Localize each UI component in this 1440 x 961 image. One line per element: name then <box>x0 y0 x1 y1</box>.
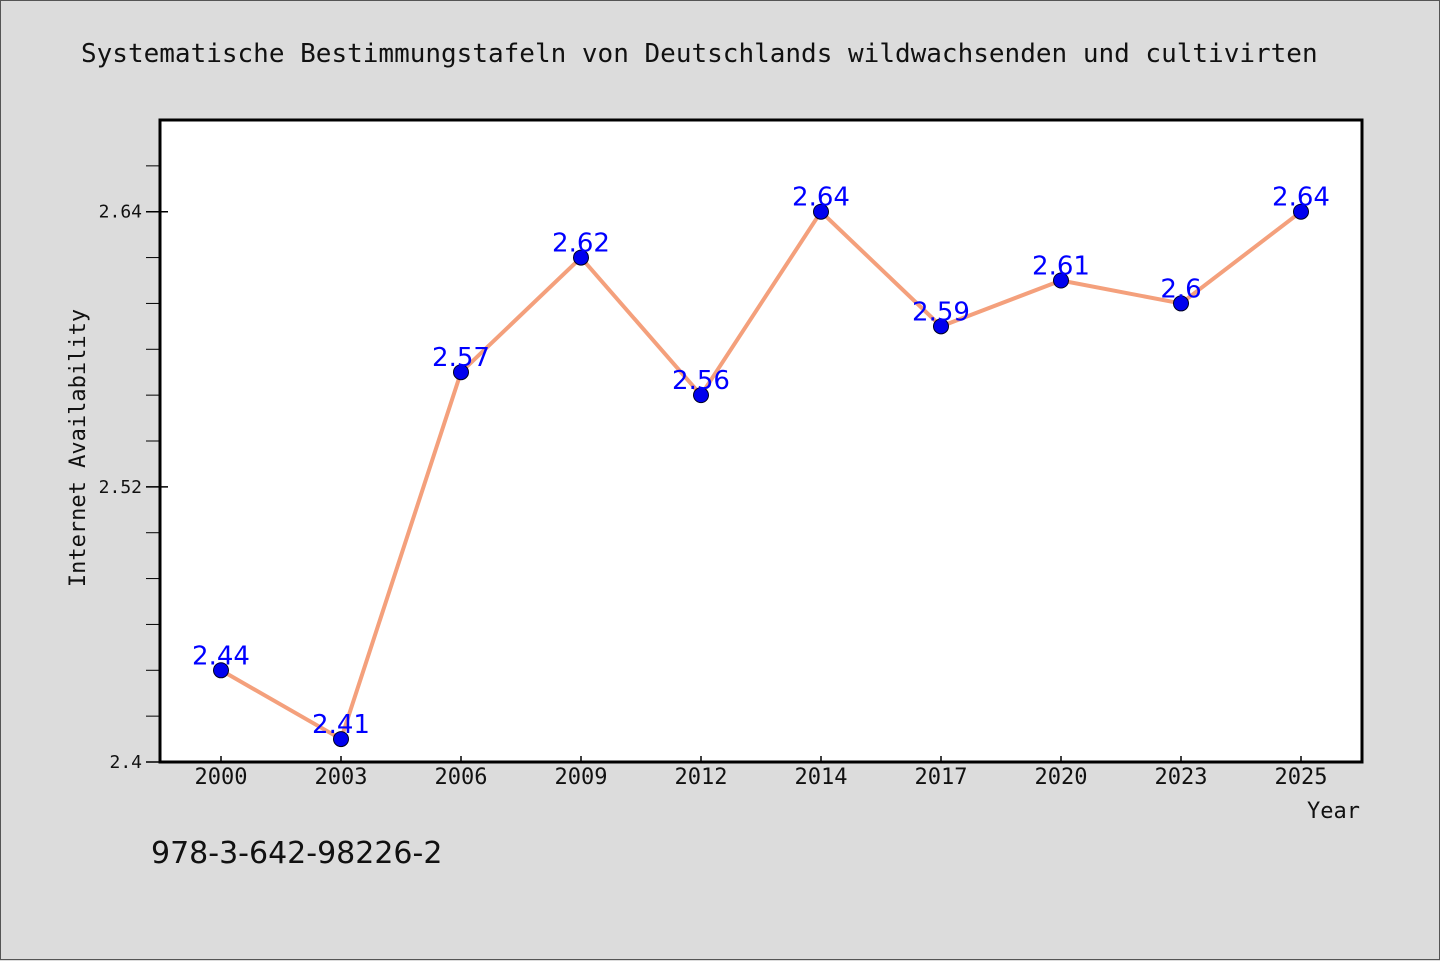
data-point <box>333 731 349 748</box>
y-axis-title: Internet Availability <box>66 309 91 587</box>
x-tick-label: 2012 <box>675 765 728 790</box>
data-point <box>813 203 829 220</box>
y-axis: 2.4 2.52 2.64 <box>99 165 168 773</box>
y-tick-label: 2.52 <box>99 477 142 498</box>
data-label: 2.64 <box>792 183 850 213</box>
data-label: 2.62 <box>552 229 610 259</box>
x-tick-label: 2000 <box>195 765 248 790</box>
data-point <box>1053 272 1069 289</box>
data-point <box>933 318 949 335</box>
data-label: 2.44 <box>192 641 250 671</box>
x-tick-label: 2017 <box>915 765 968 790</box>
y-tick-label: 2.64 <box>99 202 142 223</box>
series-line <box>219 209 1303 742</box>
x-tick-label: 2009 <box>555 765 608 790</box>
x-tick-label: 2003 <box>315 765 368 790</box>
x-tick-label: 2025 <box>1275 765 1328 790</box>
data-point <box>213 662 229 679</box>
x-tick-label: 2006 <box>435 765 488 790</box>
x-axis-title: Year <box>1307 799 1360 824</box>
series-group: 2.44 2.41 2.57 2.62 2.56 2.64 2.59 2.61 2.6 2.64 <box>192 183 1330 748</box>
data-label: 2.57 <box>432 343 490 373</box>
data-point <box>453 364 469 381</box>
x-tick-label: 2020 <box>1035 765 1088 790</box>
plot-area <box>158 118 1364 764</box>
data-label: 2.41 <box>312 710 370 740</box>
y-tick-label: 2.4 <box>109 752 142 773</box>
data-point <box>573 249 589 266</box>
data-label: 2.56 <box>672 366 730 396</box>
footer-isbn: 978-3-642-98226-2 <box>151 836 442 871</box>
data-point <box>1293 203 1309 220</box>
data-label: 2.59 <box>912 297 970 327</box>
data-label: 2.61 <box>1032 252 1090 282</box>
data-point <box>693 387 709 404</box>
chart-title: Systematische Bestimmungstafeln von Deut… <box>81 39 1318 69</box>
data-point <box>1173 295 1189 312</box>
x-tick-label: 2023 <box>1155 765 1208 790</box>
data-label: 2.64 <box>1272 183 1330 213</box>
data-label: 2.6 <box>1160 274 1201 304</box>
x-tick-label: 2014 <box>795 765 848 790</box>
x-axis: 2000 2003 2006 2009 2012 2014 2017 2020 2023 2025 <box>195 756 1328 790</box>
